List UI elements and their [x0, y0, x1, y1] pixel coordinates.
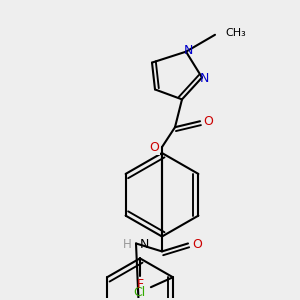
Text: N: N [140, 238, 149, 251]
Text: O: O [192, 238, 202, 251]
Text: N: N [199, 72, 209, 85]
Text: Cl: Cl [133, 286, 145, 299]
Text: O: O [203, 115, 213, 128]
Text: N: N [183, 44, 193, 57]
Text: H: H [123, 238, 132, 251]
Text: O: O [149, 141, 159, 154]
Text: F: F [136, 278, 144, 291]
Text: CH₃: CH₃ [225, 28, 246, 38]
